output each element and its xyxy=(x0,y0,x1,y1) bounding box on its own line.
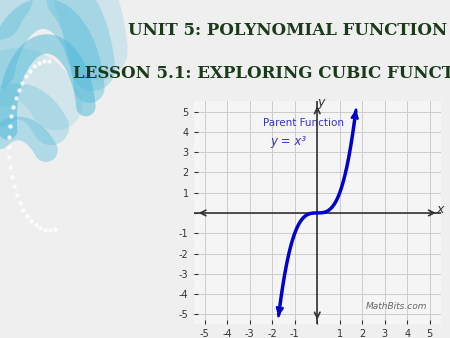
Text: MathBits.com: MathBits.com xyxy=(366,302,428,311)
Text: y = x³: y = x³ xyxy=(270,135,306,148)
Text: Parent Function: Parent Function xyxy=(263,118,344,128)
Text: LESSON 5.1: EXPLORING CUBIC FUNCTIONS: LESSON 5.1: EXPLORING CUBIC FUNCTIONS xyxy=(73,65,450,82)
Text: x: x xyxy=(436,203,444,216)
Text: y: y xyxy=(318,96,325,109)
Text: UNIT 5: POLYNOMIAL FUNCTION: UNIT 5: POLYNOMIAL FUNCTION xyxy=(128,22,448,39)
